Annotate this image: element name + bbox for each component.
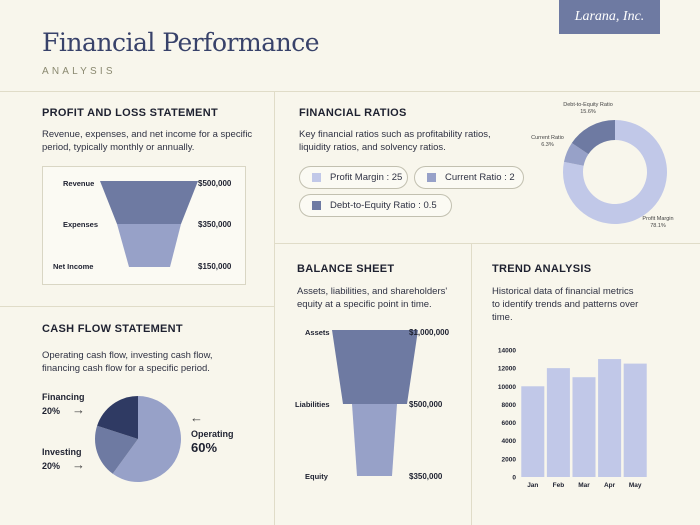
cashflow-operating-label: Operating 60% [191,429,234,455]
cashflow-financing-label: Financing 20% [42,392,85,416]
donut-slice-debt-to-equity-ratio [571,120,615,155]
balance-label-liabilities: Liabilities [295,400,330,409]
ratios-heading: FINANCIAL RATIOS [299,107,407,119]
x-tick-label: Apr [604,482,616,489]
legend-swatch [312,201,321,210]
trend-bar-may [623,363,647,477]
cashflow-description: Operating cash flow, investing cash flow… [42,350,213,374]
funnel-value-net-income: $150,000 [198,262,232,271]
balance-funnel-chart [332,330,418,476]
balance-value-assets: $1,000,000 [409,328,450,337]
pie-slice-financing [97,396,138,439]
cashflow-pie-chart [95,396,181,482]
legend-swatch [312,173,321,182]
funnel-label-expenses: Expenses [63,220,99,229]
arrow-left-icon: ← [190,410,203,425]
arrow-right-icon: → [72,457,85,472]
funnel-value-expenses: $350,000 [198,220,232,229]
divider [0,91,700,92]
company-badge: Larana, Inc. [559,0,660,34]
liabilities-bar [352,404,397,476]
assets-bar [332,330,418,404]
donut-label-current-ratio: Current Ratio 6.3% [531,135,564,148]
donut-slice-current-ratio [563,143,589,166]
cashflow-investing-label: Investing 20% [42,447,82,471]
funnel-label-revenue: Revenue [63,179,95,188]
donut-label-debt-equity: Debt-to-Equity Ratio 15.6% [563,102,613,115]
x-tick-label: Mar [578,482,590,489]
y-tick-label: 4000 [502,438,517,445]
legend-swatch [427,173,436,182]
y-tick-label: 10000 [498,384,516,391]
divider [274,243,700,244]
balance-heading: BALANCE SHEET [297,263,395,275]
company-name: Larana, Inc. [574,9,645,24]
x-tick-label: Jan [527,482,538,489]
y-tick-label: 14000 [498,348,516,355]
divider [0,306,274,307]
trend-bar-chart: 0 2000 4000 6000 8000 10000 12000 14000 Jan Feb Ma… [498,348,647,489]
y-tick-label: 6000 [502,420,517,427]
arrow-right-icon: → [72,402,85,417]
y-tick-label: 12000 [498,366,516,373]
trend-heading: TREND ANALYSIS [492,263,592,275]
balance-label-equity: Equity [305,472,328,481]
trend-bar-mar [572,377,596,477]
trend-bar-jan [521,386,545,477]
balance-description: Assets, liabilities, and shareholders' eq… [297,286,448,310]
expenses-bar [117,224,181,267]
donut-slice-profit-margin [563,120,667,224]
x-tick-label: May [629,482,642,489]
y-tick-label: 0 [512,475,516,482]
divider [471,243,472,525]
trend-description: Historical data of financial metrics to i… [492,286,639,323]
pie-slice-investing [95,425,138,474]
x-tick-label: Feb [553,482,565,489]
divider [274,91,275,525]
balance-value-liabilities: $500,000 [409,400,443,409]
pill-debt-equity: Debt-to-Equity Ratio : 0.5 [299,194,452,217]
ratios-description: Key financial ratios such as profitabili… [299,129,491,153]
pnl-funnel-chart: Revenue Expenses Net Income $500,000 $35… [42,166,246,285]
trend-bar-apr [598,359,622,477]
pie-slice-operating [112,396,181,482]
revenue-bar [100,181,198,224]
pnl-description: Revenue, expenses, and net income for a … [42,129,253,153]
page-title: Financial Performance [42,28,320,57]
funnel-label-net-income: Net Income [53,262,94,271]
funnel-value-revenue: $500,000 [198,179,232,188]
pill-profit-margin: Profit Margin : 25 [299,166,408,189]
cashflow-heading: CASH FLOW STATEMENT [42,323,183,335]
balance-value-equity: $350,000 [409,472,443,481]
y-tick-label: 2000 [502,456,517,463]
balance-label-assets: Assets [305,328,330,337]
y-tick-label: 8000 [502,402,517,409]
trend-bar-feb [546,368,570,477]
ratios-donut-chart [563,120,667,224]
pill-current-ratio: Current Ratio : 2 [414,166,524,189]
pnl-heading: PROFIT AND LOSS STATEMENT [42,107,218,119]
page-subtitle: ANALYSIS [42,66,116,77]
donut-label-profit-margin: Profit Margin 78.1% [642,216,674,229]
